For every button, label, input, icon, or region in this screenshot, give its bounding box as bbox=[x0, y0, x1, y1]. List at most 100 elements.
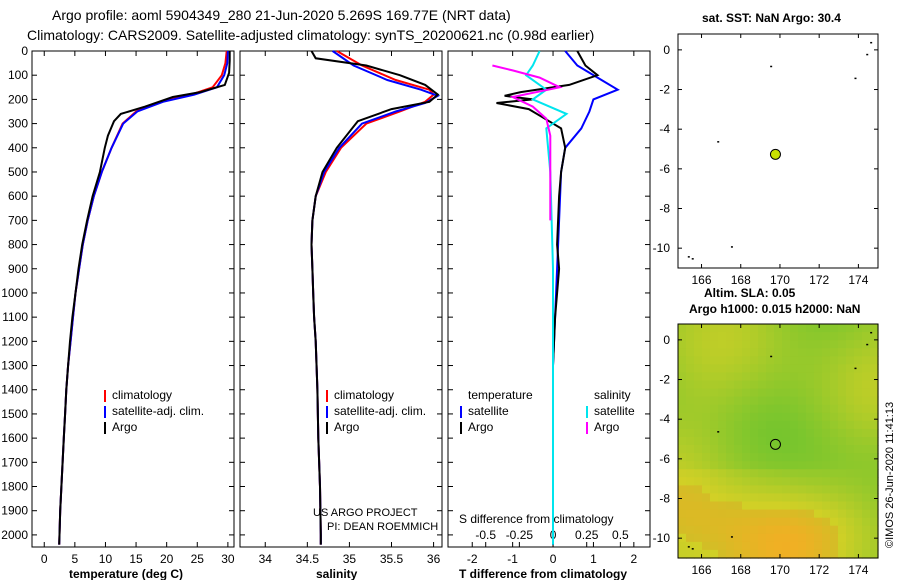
sla-cell bbox=[718, 380, 727, 390]
salinity-x-tick-label: 34.5 bbox=[296, 552, 320, 566]
sla-cell bbox=[726, 469, 735, 478]
sla-cell bbox=[686, 549, 695, 559]
sla-cell bbox=[718, 420, 727, 430]
sla-cell bbox=[758, 324, 767, 333]
s-difference-label: S difference from climatology bbox=[459, 512, 614, 526]
sla-cell bbox=[694, 356, 703, 365]
sla-cell bbox=[806, 372, 815, 382]
sla-cell bbox=[702, 469, 711, 478]
sla-cell bbox=[702, 348, 711, 357]
sla-cell bbox=[742, 525, 751, 535]
temperature-x-tick-label: 5 bbox=[72, 552, 79, 566]
sla-cell bbox=[694, 420, 703, 430]
sla-cell bbox=[742, 541, 751, 551]
sla-cell bbox=[718, 541, 727, 551]
sla-cell bbox=[718, 477, 727, 486]
map-lat-label: -2 bbox=[659, 373, 670, 387]
sla-cell bbox=[686, 517, 695, 527]
depth-tick-label: 1300 bbox=[1, 359, 28, 373]
sla-cell bbox=[710, 364, 719, 373]
sla-cell bbox=[782, 412, 791, 422]
sla-cell bbox=[790, 380, 799, 390]
depth-tick-label: 100 bbox=[8, 68, 28, 82]
sla-cell bbox=[798, 469, 807, 478]
sla-cell bbox=[726, 461, 735, 470]
sla-cell bbox=[806, 348, 815, 357]
sla-cell bbox=[686, 461, 695, 470]
sla-cell bbox=[710, 324, 719, 333]
depth-tick-label: 800 bbox=[8, 238, 28, 252]
sla-cell bbox=[742, 380, 751, 390]
sla-cell bbox=[718, 356, 727, 365]
sla-cell bbox=[774, 396, 783, 406]
sla-cell bbox=[830, 420, 839, 430]
island-mark bbox=[854, 77, 857, 80]
sla-cell bbox=[798, 453, 807, 462]
sla-cell bbox=[790, 340, 799, 349]
series-line-satellite-adj-clim- bbox=[310, 50, 441, 545]
sla-cell bbox=[774, 469, 783, 478]
sla-cell bbox=[814, 509, 823, 519]
sla-cell bbox=[838, 380, 847, 390]
sla-cell bbox=[862, 332, 871, 341]
sla-cell bbox=[814, 533, 823, 543]
sla-cell bbox=[742, 332, 751, 341]
sla-cell bbox=[718, 525, 727, 535]
sla-cell bbox=[734, 420, 743, 430]
sla-cell bbox=[726, 340, 735, 349]
sla-cell bbox=[862, 461, 871, 470]
sla-cell bbox=[838, 493, 847, 503]
sla-cell bbox=[838, 388, 847, 398]
sla-cell bbox=[766, 541, 775, 551]
sst-map: 166 168 170 172 174 0 -2 -4 -6 -8 -10 bbox=[653, 33, 879, 287]
sla-cell bbox=[702, 461, 711, 470]
sla-cell bbox=[854, 453, 863, 462]
sla-cell bbox=[870, 461, 879, 470]
sla-cell bbox=[806, 445, 815, 454]
sla-cell bbox=[766, 372, 775, 382]
sla-cell bbox=[822, 428, 831, 438]
sla-cell bbox=[854, 469, 863, 478]
series-line-climatology bbox=[310, 50, 436, 545]
sla-cell bbox=[782, 364, 791, 373]
sla-cell bbox=[798, 404, 807, 414]
sla-cell bbox=[822, 477, 831, 486]
series-line-climatology bbox=[58, 50, 228, 545]
difference-x-tick-label: 0 bbox=[550, 552, 557, 566]
sla-cell bbox=[798, 380, 807, 390]
sla-cell bbox=[718, 412, 727, 422]
depth-tick-label: 2000 bbox=[1, 528, 28, 542]
sla-cell bbox=[846, 428, 855, 438]
sla-cell bbox=[782, 420, 791, 430]
sla-cell bbox=[710, 509, 719, 519]
sla-cell bbox=[758, 549, 767, 559]
sla-cell bbox=[870, 412, 879, 422]
sla-cell bbox=[822, 549, 831, 559]
sla-cell bbox=[694, 412, 703, 422]
series-line-satellite-adj-clim- bbox=[58, 50, 229, 545]
sla-cell bbox=[758, 380, 767, 390]
sla-cell bbox=[862, 445, 871, 454]
sla-cell bbox=[862, 533, 871, 543]
sla-cell bbox=[774, 388, 783, 398]
sla-cell bbox=[870, 453, 879, 462]
sla-cell bbox=[830, 332, 839, 341]
sla-cell bbox=[790, 525, 799, 535]
temperature-plot-frame bbox=[31, 50, 235, 548]
sla-cell bbox=[726, 541, 735, 551]
sla-cell bbox=[726, 372, 735, 382]
sla-cell bbox=[862, 356, 871, 365]
sla-cell bbox=[806, 493, 815, 503]
sla-cell bbox=[822, 372, 831, 382]
sla-cell bbox=[854, 541, 863, 551]
temperature-x-tick-label: 20 bbox=[160, 552, 174, 566]
sla-cell bbox=[686, 445, 695, 454]
sla-cell bbox=[838, 348, 847, 357]
sla-cell bbox=[790, 445, 799, 454]
sla-cell bbox=[798, 485, 807, 495]
sla-cell bbox=[702, 380, 711, 390]
sla-cell bbox=[782, 525, 791, 535]
sla-cell bbox=[782, 324, 791, 333]
sla-cell bbox=[830, 509, 839, 519]
sla-cell bbox=[782, 509, 791, 519]
